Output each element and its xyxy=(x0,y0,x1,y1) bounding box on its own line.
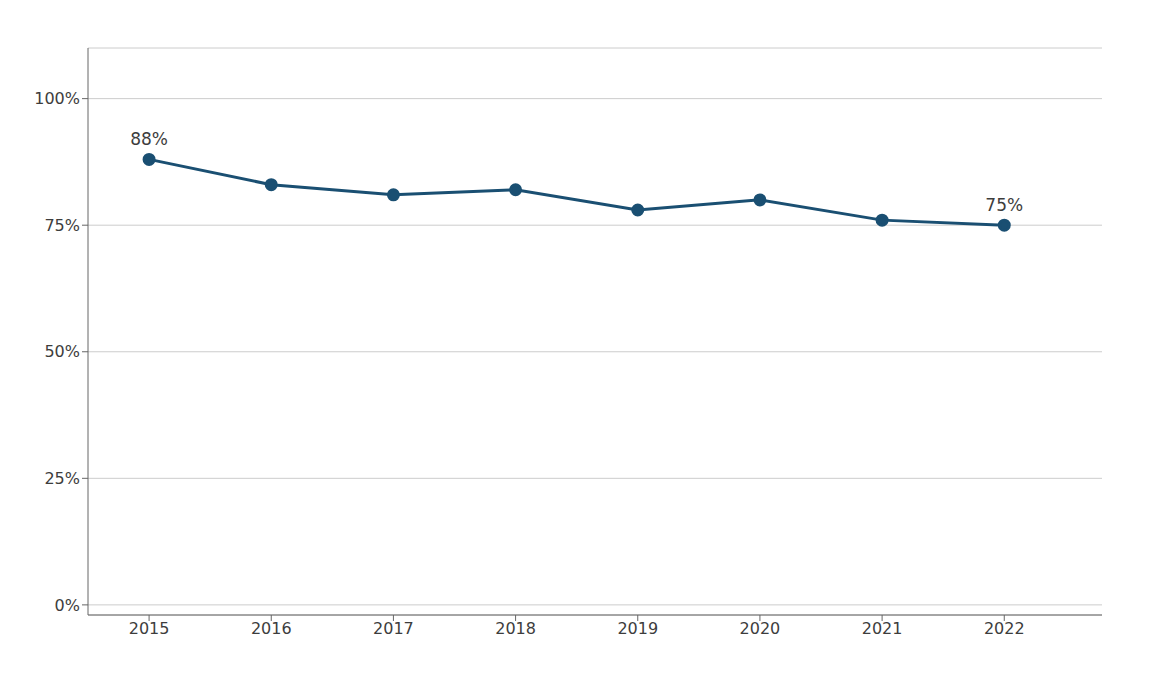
svg-text:2018: 2018 xyxy=(495,619,536,638)
svg-text:2019: 2019 xyxy=(617,619,658,638)
svg-text:25%: 25% xyxy=(44,469,80,488)
svg-text:2016: 2016 xyxy=(251,619,292,638)
svg-text:75%: 75% xyxy=(985,195,1023,215)
svg-text:75%: 75% xyxy=(44,216,80,235)
svg-text:2017: 2017 xyxy=(373,619,414,638)
svg-text:100%: 100% xyxy=(34,89,80,108)
svg-text:0%: 0% xyxy=(55,596,80,615)
svg-text:88%: 88% xyxy=(130,129,168,149)
svg-text:2022: 2022 xyxy=(984,619,1025,638)
svg-text:2015: 2015 xyxy=(129,619,170,638)
svg-text:2020: 2020 xyxy=(740,619,781,638)
svg-text:50%: 50% xyxy=(44,342,80,361)
svg-text:2021: 2021 xyxy=(862,619,903,638)
